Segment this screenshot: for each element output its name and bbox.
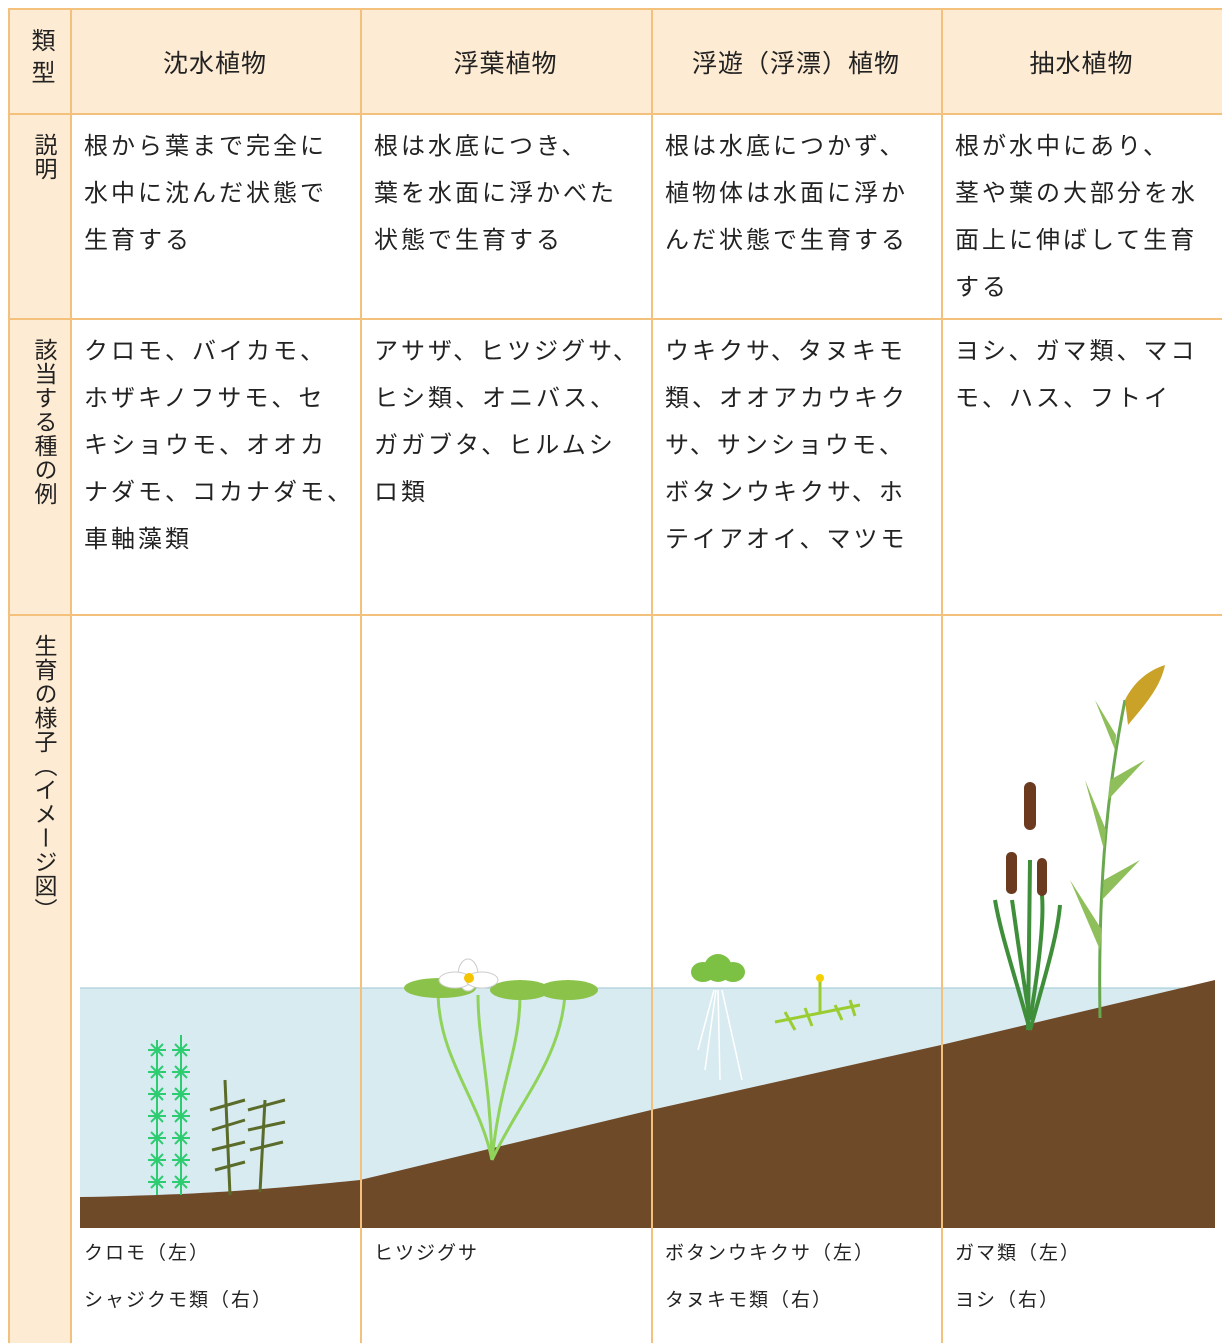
cell-text: 水中に沈んだ状態で [84, 179, 327, 207]
caption: ヨシ（右） [955, 1289, 1061, 1311]
cell-text: ヒシ類、オニバス、 [374, 384, 617, 412]
cell-text: 根が水中にあり、 [955, 132, 1171, 160]
row-line [8, 113, 1222, 115]
cell-text: 植物体は水面に浮か [665, 179, 908, 207]
column-line [8, 8, 10, 1343]
row-line [8, 318, 1222, 320]
cell-text: 根は水底につかず、 [665, 132, 907, 160]
cell-text: ヨシ、ガマ類、マコ [955, 337, 1198, 365]
column-line [360, 8, 362, 1343]
cell-text: ナダモ、コカナダモ、 [84, 478, 354, 506]
caption: ガマ類（左） [955, 1242, 1082, 1264]
cell-text: キショウモ、オオカ [84, 431, 327, 459]
cell-text: 根は水底につき、 [374, 132, 589, 160]
cell-text: ボタンウキクサ、ホ [665, 478, 906, 506]
cell-text: 車軸藻類 [84, 525, 192, 553]
cell-text: テイアオイ、マツモ [665, 525, 908, 553]
cell-text: 茎や葉の大部分を水 [955, 179, 1198, 207]
column-header: 浮葉植物 [453, 49, 558, 78]
cell-text: ロ類 [374, 478, 428, 506]
caption: クロモ（左） [84, 1242, 211, 1264]
column-header: 沈水植物 [162, 49, 267, 78]
cell-text: 葉を水面に浮かべた [374, 179, 617, 207]
header-bg [8, 8, 1222, 113]
label-column-bg [8, 8, 70, 1343]
column-header: 抽水植物 [1029, 49, 1134, 78]
cell-text: アサザ、ヒツジグサ、 [374, 337, 640, 365]
caption: タヌキモ類（右） [665, 1289, 834, 1311]
cell-text: ガガブタ、ヒルムシ [374, 431, 616, 459]
cell-text: モ、ハス、フトイ [955, 384, 1171, 412]
row-label: 説明 [30, 133, 56, 181]
cell-text: クロモ、バイカモ、 [84, 337, 327, 365]
row-label: 該当する種の例 [30, 338, 56, 506]
column-line [651, 8, 653, 1343]
cell-text: ホザキノフサモ、セ [84, 384, 326, 412]
cell-text: 生育する [84, 226, 192, 254]
caption: ヒツジグサ [374, 1242, 480, 1264]
row-label: 生育の様子（イメージ図） [30, 634, 56, 922]
caption: シャジクモ類（右） [84, 1289, 274, 1311]
row-line [8, 614, 1222, 616]
cell-text: 面上に伸ばして生育 [955, 226, 1198, 254]
corner-label: 類型 [27, 28, 55, 92]
cell-text: する [955, 273, 1009, 301]
cell-text: んだ状態で生育する [665, 226, 908, 254]
cell-text: ウキクサ、タヌキモ [665, 337, 906, 365]
cell-text: 類、オオアカウキク [665, 384, 908, 412]
cell-text: サ、サンショウモ、 [665, 431, 906, 459]
cell-text: 状態で生育する [374, 226, 563, 254]
row-line [8, 8, 1222, 10]
column-line [941, 8, 943, 1343]
column-header: 浮遊（浮漂）植物 [691, 49, 900, 78]
column-line [70, 8, 72, 1343]
caption: ボタンウキクサ（左） [665, 1242, 876, 1264]
cell-text: 根から葉まで完全に [84, 132, 327, 160]
